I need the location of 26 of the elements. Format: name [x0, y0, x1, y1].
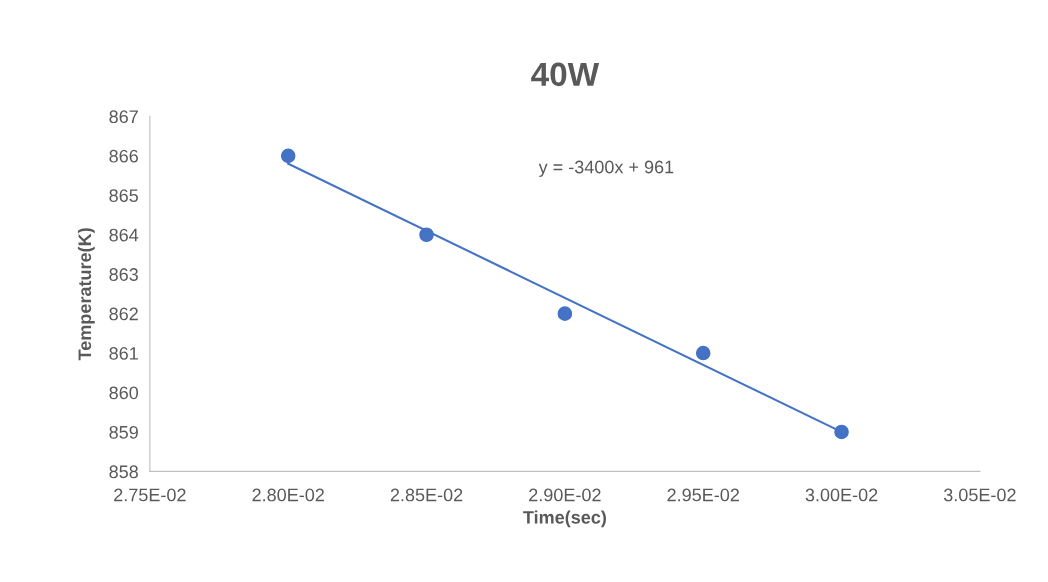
y-axis-title: Temperature(K) [77, 228, 95, 361]
y-tick-label: 858 [109, 465, 138, 479]
y-tick-label: 859 [109, 425, 138, 439]
y-tick-label: 864 [109, 228, 139, 242]
annotation: y = -3400x + 961 [538, 160, 674, 177]
y-tick-label: 863 [109, 268, 138, 281]
point [834, 424, 849, 440]
x-tick-label: 2.75E-02 [114, 488, 186, 502]
x-tick-label: 2.90E-02 [529, 488, 601, 502]
x-tick-label: 3.00E-02 [805, 488, 878, 502]
x-tick-label: 3.05E-02 [943, 488, 1016, 502]
point [280, 148, 296, 164]
y-tick-label: 867 [109, 110, 138, 124]
y-tick-label: 866 [109, 149, 138, 163]
y-tick-label: 862 [109, 307, 138, 321]
point [557, 306, 573, 321]
x-tick-label: 2.95E-02 [667, 488, 739, 502]
y-tick-label: 860 [109, 386, 139, 400]
x-axis-title: Time(sec) [523, 510, 606, 528]
point [695, 345, 711, 361]
chart-title: 40W [531, 62, 600, 87]
point [419, 227, 434, 243]
x-tick-label: 2.80E-02 [252, 488, 324, 502]
y-tick-label: 865 [109, 189, 138, 203]
y-tick-label: 861 [109, 347, 138, 360]
x-tick-label: 2.85E-02 [390, 488, 463, 502]
